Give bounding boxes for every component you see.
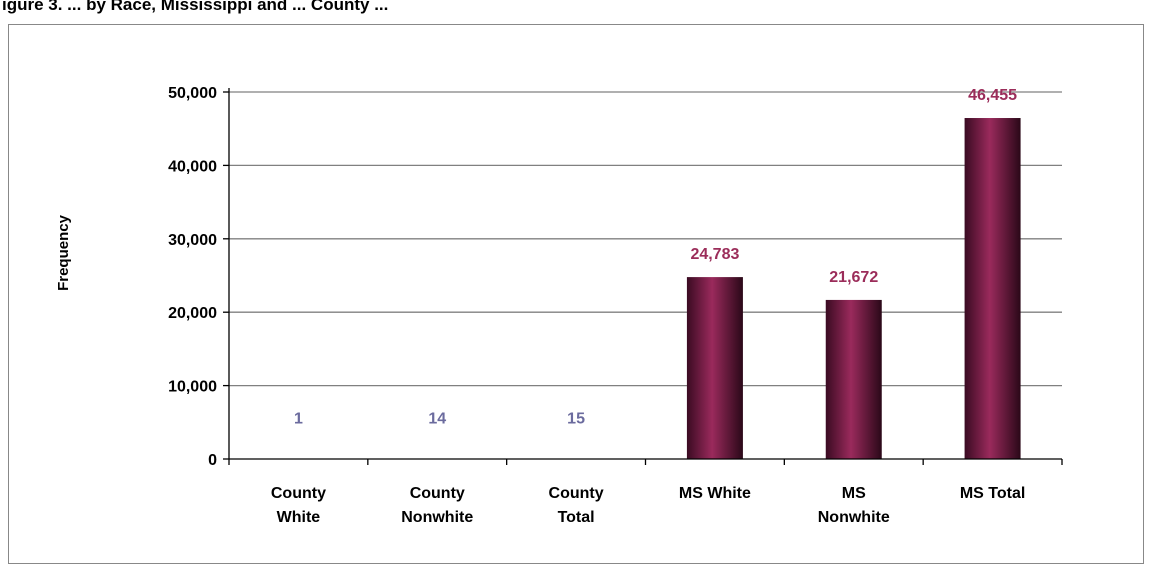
y-tick-label: 0: [208, 452, 217, 469]
bar: [964, 118, 1021, 460]
data-label: 1: [294, 411, 303, 428]
y-tick-label: 20,000: [168, 305, 217, 322]
data-label: 46,455: [968, 87, 1017, 104]
y-tick-label: 50,000: [168, 85, 217, 102]
data-label: 15: [567, 411, 585, 428]
y-tick-label: 10,000: [168, 379, 217, 396]
x-tick-label: Total: [558, 509, 595, 526]
x-tick-label: Nonwhite: [818, 509, 890, 526]
bar: [686, 277, 743, 459]
x-tick-label: County: [410, 485, 465, 502]
chart-frame: [8, 24, 1144, 564]
x-tick-label: Nonwhite: [401, 509, 473, 526]
y-axis-label: Frequency: [55, 214, 72, 291]
x-tick-label: MS Total: [960, 485, 1025, 502]
y-tick-label: 40,000: [168, 158, 217, 175]
x-tick-label: MS White: [679, 485, 751, 502]
x-tick-label: County: [271, 485, 326, 502]
figure-title: igure 3. ... by Race, Mississippi and ..…: [2, 0, 389, 14]
x-tick-label: MS: [842, 485, 866, 502]
data-label: 21,672: [829, 269, 878, 286]
bar: [825, 299, 882, 459]
x-tick-label: County: [549, 485, 604, 502]
x-tick-label: White: [277, 509, 321, 526]
data-label: 24,783: [690, 246, 739, 263]
data-label: 14: [428, 411, 446, 428]
y-tick-label: 30,000: [168, 232, 217, 249]
